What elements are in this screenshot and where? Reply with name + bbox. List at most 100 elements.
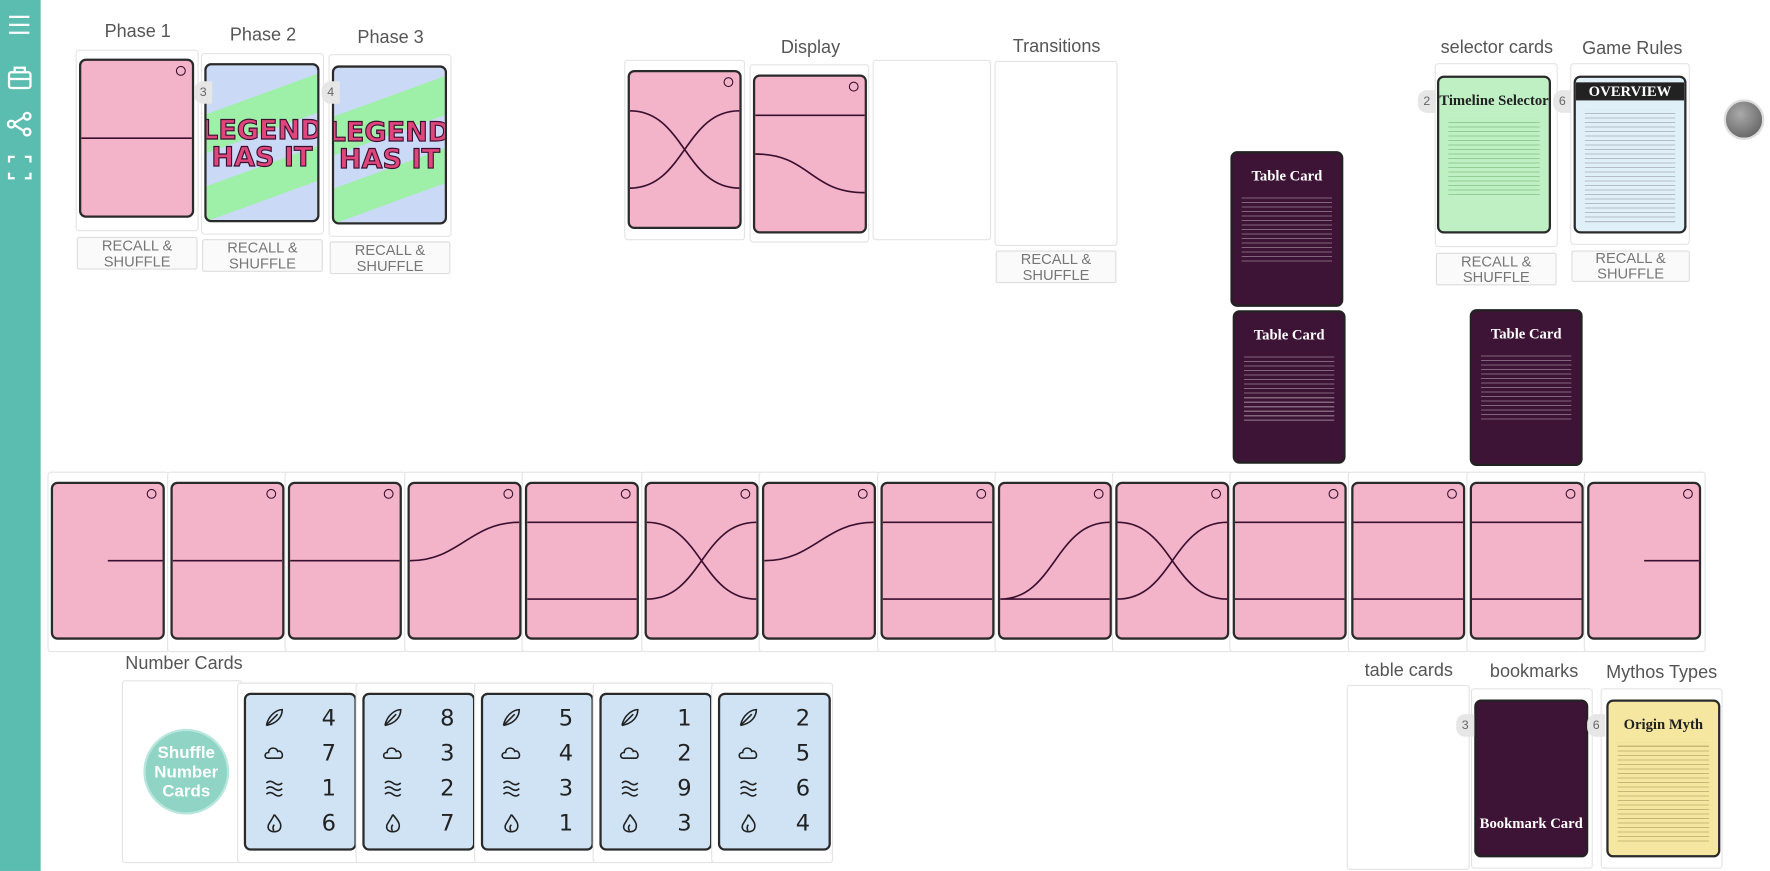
- storyline: [1117, 521, 1228, 600]
- timeline-card[interactable]: [524, 481, 639, 640]
- recall-shuffle-button[interactable]: RECALL & SHUFFLE: [329, 241, 451, 275]
- sidebar-icons: [6, 15, 32, 180]
- zone-label: Phase 2: [229, 25, 297, 46]
- rules-card[interactable]: OVERVIEW: [1573, 75, 1687, 234]
- fullscreen-button[interactable]: [7, 155, 32, 180]
- menu-button[interactable]: [9, 15, 30, 34]
- recall-shuffle-button[interactable]: RECALL & SHUFFLE: [1571, 250, 1690, 283]
- timeline-art: [1117, 488, 1228, 600]
- zone-label: Display: [780, 38, 841, 58]
- timeline-card[interactable]: [880, 481, 995, 640]
- phase-icon: [976, 488, 987, 499]
- card-text: [1617, 742, 1710, 844]
- timeline-art: [81, 65, 192, 140]
- storyline: [1000, 521, 1110, 600]
- bookmark-card[interactable]: Bookmark Card: [1474, 699, 1589, 858]
- timeline-art: [172, 488, 283, 562]
- timeline-card[interactable]: [997, 481, 1112, 640]
- card-slot: [994, 60, 1118, 246]
- number-value: 2: [440, 773, 455, 801]
- number-row: 3: [483, 769, 591, 804]
- legend-card[interactable]: LEGEND HAS IT: [331, 65, 448, 225]
- storyline: [646, 521, 757, 600]
- timeline-art: [107, 488, 163, 562]
- timeline-card[interactable]: [1587, 481, 1702, 640]
- recall-shuffle-button[interactable]: RECALL & SHUFFLE: [76, 236, 198, 270]
- timeline-card[interactable]: [761, 481, 876, 640]
- legend-card[interactable]: LEGEND HAS IT: [204, 63, 320, 223]
- suit-icon: [503, 708, 521, 726]
- sidebar: [0, 0, 41, 871]
- zone-label: Transitions: [1012, 37, 1101, 57]
- phase-icon: [620, 488, 631, 499]
- phase-icon: [1447, 488, 1457, 499]
- table-card[interactable]: Table Card: [1232, 310, 1346, 464]
- timeline-art: [1644, 488, 1699, 562]
- timeline-card[interactable]: [170, 481, 285, 640]
- storyline: [629, 110, 740, 189]
- number-row: 2: [720, 699, 828, 734]
- number-card[interactable]: 5 4 3 1: [480, 692, 594, 851]
- inventory-button[interactable]: [7, 66, 32, 90]
- card-title: Origin Myth: [1623, 715, 1704, 733]
- timeline-art: [629, 77, 740, 189]
- table-card[interactable]: Table Card: [1230, 151, 1344, 307]
- number-card[interactable]: 4 7 1 6: [243, 692, 357, 851]
- phase-icon: [175, 65, 186, 76]
- number-card[interactable]: 8 3 2 7: [362, 692, 476, 851]
- share-button[interactable]: [6, 111, 32, 137]
- suit-icon: [623, 813, 638, 832]
- zone-label: Game Rules: [1582, 39, 1683, 59]
- recall-shuffle-button[interactable]: RECALL & SHUFFLE: [995, 250, 1117, 284]
- storyline: [882, 521, 993, 600]
- timeline-card[interactable]: [50, 481, 165, 640]
- selector-card[interactable]: Timeline Selector: [1437, 75, 1552, 234]
- zone-label: bookmarks: [1489, 662, 1579, 682]
- storyline: [764, 521, 874, 562]
- number-row: 3: [365, 734, 473, 769]
- timeline-card[interactable]: [79, 58, 195, 218]
- timeline-card[interactable]: [752, 74, 867, 234]
- timeline-art: [882, 488, 993, 600]
- timeline-card[interactable]: [407, 481, 522, 640]
- number-value: 1: [677, 703, 692, 731]
- recall-shuffle-button[interactable]: RECALL & SHUFFLE: [202, 239, 323, 272]
- table-card[interactable]: Table Card: [1469, 309, 1583, 466]
- timeline-card[interactable]: [627, 69, 742, 230]
- number-value: 1: [321, 773, 337, 801]
- timeline-card[interactable]: [1351, 481, 1466, 640]
- phase-icon: [848, 81, 859, 92]
- recall-shuffle-button[interactable]: RECALL & SHUFFLE: [1435, 252, 1557, 286]
- shuffle-button[interactable]: Shuffle Number Cards: [143, 728, 230, 815]
- stack-count: 2: [1417, 90, 1436, 113]
- timeline-art: [409, 488, 520, 562]
- number-row: 6: [720, 769, 828, 804]
- user-avatar[interactable]: [1723, 99, 1765, 140]
- timeline-card[interactable]: [287, 481, 402, 640]
- timeline-card[interactable]: [1115, 481, 1230, 640]
- suit-icon: [501, 746, 521, 759]
- timeline-card[interactable]: [1232, 481, 1347, 640]
- number-card[interactable]: 1 2 9 3: [599, 692, 713, 851]
- phase-icon: [503, 488, 514, 499]
- timeline-card[interactable]: [1469, 481, 1584, 640]
- phase-icon: [1328, 488, 1339, 499]
- storyline: [1471, 521, 1582, 600]
- suit-icon: [386, 813, 401, 832]
- suit-icon: [740, 779, 758, 797]
- number-value: 5: [558, 703, 574, 731]
- phase-icon: [740, 488, 751, 499]
- timeline-card[interactable]: [644, 481, 759, 640]
- card-text: [1584, 109, 1676, 223]
- suit-icon: [740, 708, 758, 726]
- mythos-card[interactable]: Origin Myth: [1606, 699, 1721, 858]
- card-slot: [872, 59, 992, 241]
- number-row: 4: [483, 734, 591, 769]
- number-card[interactable]: 2 5 6 4: [717, 692, 831, 851]
- number-row: 6: [246, 804, 354, 839]
- number-value: 9: [677, 773, 692, 801]
- number-value: 1: [558, 808, 574, 836]
- timeline-art: [764, 488, 874, 562]
- number-row: 8: [365, 699, 473, 734]
